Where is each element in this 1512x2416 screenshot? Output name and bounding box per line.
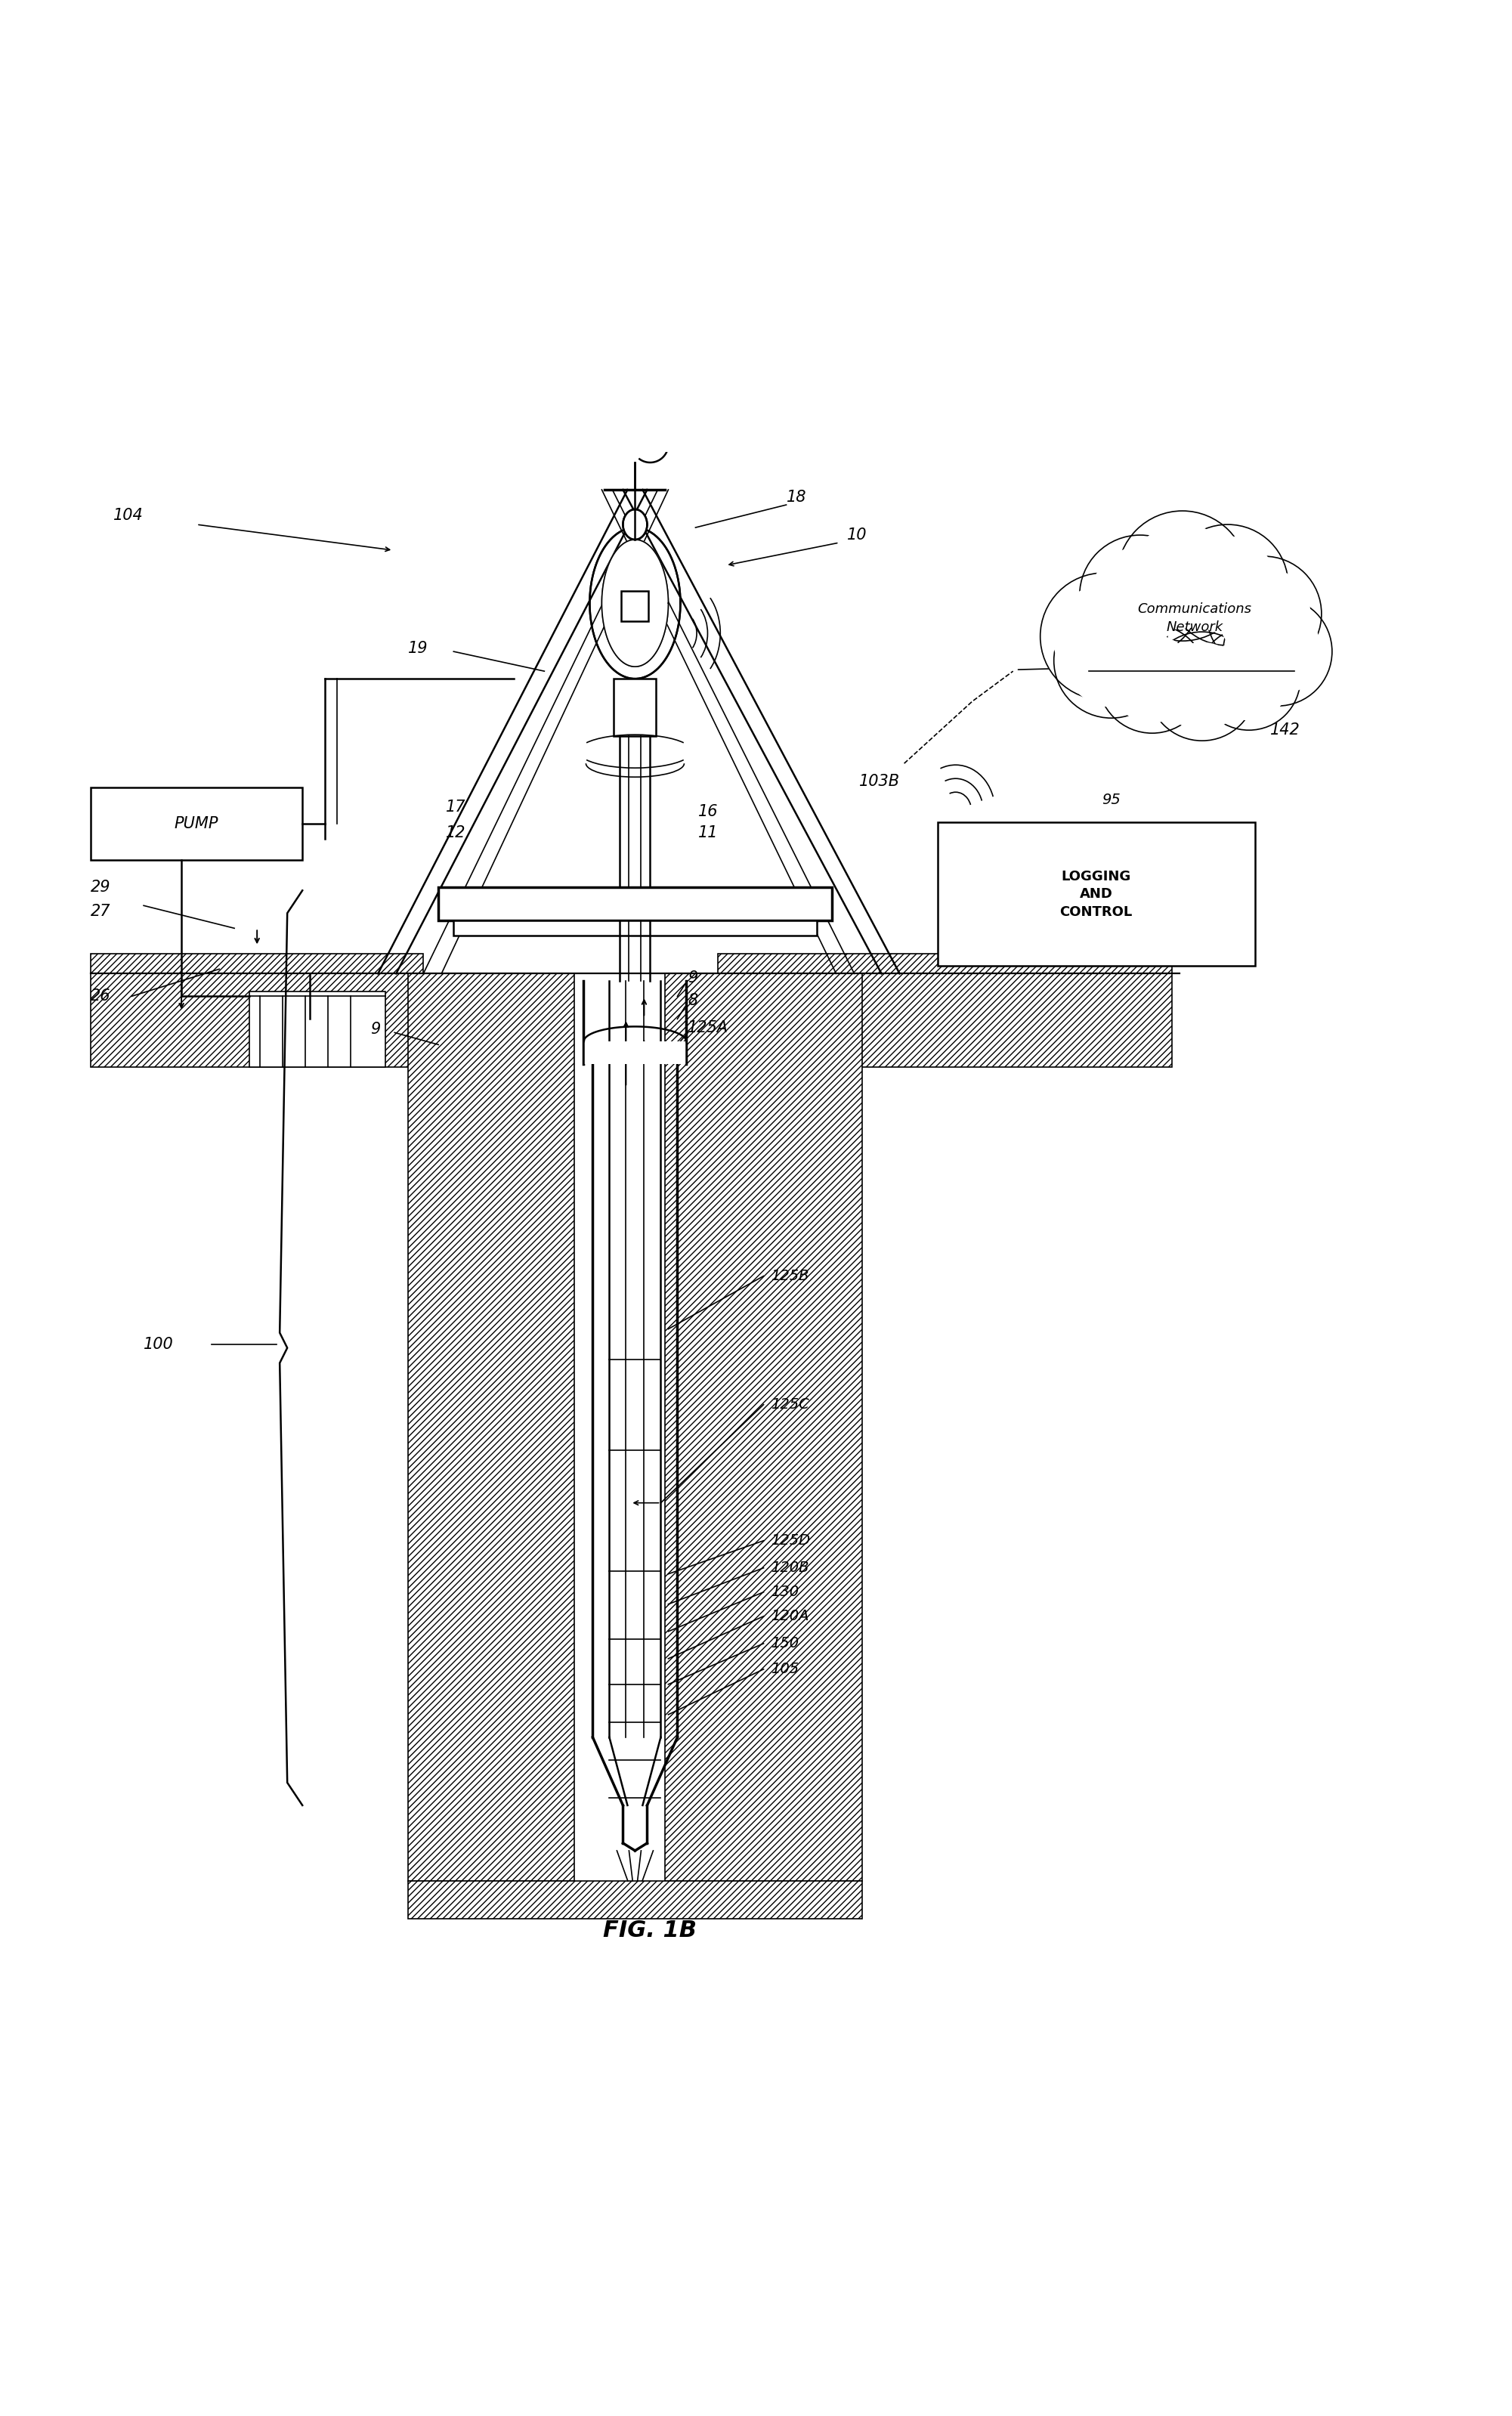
Text: 130: 130 xyxy=(771,1585,800,1599)
Text: 125B: 125B xyxy=(771,1268,809,1283)
Circle shape xyxy=(1198,628,1300,730)
Text: 27: 27 xyxy=(91,904,110,918)
Circle shape xyxy=(1167,524,1288,645)
Bar xyxy=(408,974,575,1882)
Circle shape xyxy=(1179,536,1276,633)
Text: Communications
Network: Communications Network xyxy=(1137,602,1252,633)
Ellipse shape xyxy=(623,510,647,539)
Text: 12: 12 xyxy=(446,826,466,841)
Text: 11: 11 xyxy=(699,826,718,841)
Text: 104: 104 xyxy=(113,507,144,522)
Text: 125A: 125A xyxy=(688,1020,729,1036)
Bar xyxy=(438,887,832,920)
Bar xyxy=(584,1041,686,1065)
Circle shape xyxy=(1131,524,1234,628)
Text: 120A: 120A xyxy=(771,1609,809,1624)
Bar xyxy=(614,679,656,737)
Circle shape xyxy=(1040,573,1167,701)
Circle shape xyxy=(1098,623,1207,732)
Circle shape xyxy=(1223,597,1332,705)
Text: 9: 9 xyxy=(370,1022,381,1036)
Text: 10: 10 xyxy=(847,527,866,544)
Text: FIG. 1B: FIG. 1B xyxy=(603,1921,697,1942)
Circle shape xyxy=(1080,534,1201,657)
Text: 125C: 125C xyxy=(771,1396,809,1411)
Circle shape xyxy=(1219,568,1309,660)
Text: PUMP: PUMP xyxy=(174,817,219,831)
Circle shape xyxy=(1052,585,1155,686)
Circle shape xyxy=(1092,546,1188,645)
Bar xyxy=(937,821,1255,966)
Circle shape xyxy=(1207,556,1321,672)
Circle shape xyxy=(1117,510,1247,640)
Text: 18: 18 xyxy=(786,490,806,505)
Circle shape xyxy=(1234,609,1321,696)
Text: LOGGING
AND
CONTROL: LOGGING AND CONTROL xyxy=(1060,870,1132,918)
Text: 9: 9 xyxy=(688,971,699,986)
Text: 26: 26 xyxy=(91,988,110,1005)
Text: 142: 142 xyxy=(1270,722,1300,737)
Text: 105: 105 xyxy=(771,1662,800,1677)
Bar xyxy=(91,954,423,1068)
Text: 17: 17 xyxy=(446,800,466,814)
Text: 150: 150 xyxy=(771,1636,800,1650)
Text: 103B: 103B xyxy=(859,773,900,790)
Text: 125D: 125D xyxy=(771,1534,810,1549)
Circle shape xyxy=(1158,643,1246,730)
Bar xyxy=(718,954,1172,1068)
Bar xyxy=(665,974,862,1882)
Text: 16: 16 xyxy=(699,805,718,819)
Text: 29: 29 xyxy=(91,879,110,894)
Text: 100: 100 xyxy=(144,1336,174,1351)
Circle shape xyxy=(1054,604,1169,718)
Text: 120B: 120B xyxy=(771,1561,809,1575)
Circle shape xyxy=(1148,633,1256,742)
Text: 19: 19 xyxy=(408,640,428,657)
Bar xyxy=(621,592,649,621)
Circle shape xyxy=(1066,614,1157,705)
Circle shape xyxy=(1108,635,1196,722)
Bar xyxy=(408,1882,862,1918)
Ellipse shape xyxy=(602,539,668,667)
Bar xyxy=(249,991,386,1068)
Circle shape xyxy=(1208,638,1290,720)
Text: 8: 8 xyxy=(688,993,699,1007)
Bar xyxy=(454,920,816,935)
Bar xyxy=(91,788,302,860)
Text: 95: 95 xyxy=(1102,792,1120,807)
